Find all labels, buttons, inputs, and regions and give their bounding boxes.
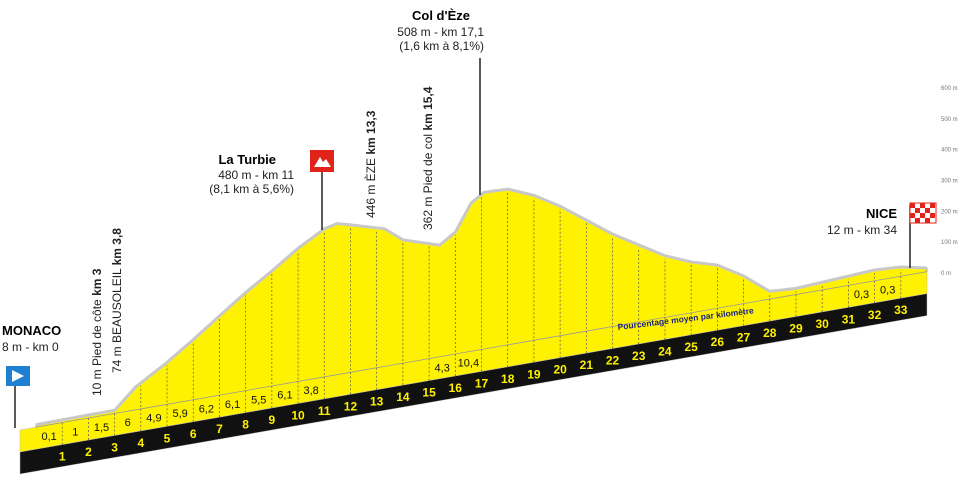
climb-stats: (1,6 km à 8,1%) — [399, 39, 484, 53]
km-label: 19 — [527, 367, 541, 381]
waypoint: 362 m Pied de col km 15,4 — [421, 86, 435, 230]
y-tick-label: 600 m — [941, 86, 958, 92]
gradient-label: 0,3 — [854, 289, 869, 301]
km-label: 21 — [580, 358, 594, 372]
y-tick-label: 100 m — [941, 240, 958, 246]
y-tick-label: 300 m — [941, 179, 958, 185]
km-label: 3 — [111, 440, 118, 454]
km-label: 22 — [606, 354, 620, 368]
km-label: 32 — [868, 308, 882, 322]
waypoint-text: 74 m BEAUSOLEIL — [110, 268, 124, 373]
gradient-label: 4,3 — [435, 362, 450, 374]
start-name: MONACO — [2, 323, 61, 338]
gradient-label: 0,3 — [880, 285, 895, 297]
gradient-label: 4,9 — [146, 413, 161, 425]
y-tick-label: 500 m — [941, 117, 958, 123]
km-label: 26 — [711, 335, 725, 349]
km-label: 33 — [894, 303, 908, 317]
km-label: 16 — [449, 381, 463, 395]
km-label: 10 — [291, 408, 305, 422]
y-tick-label: 400 m — [941, 148, 958, 154]
profile-marks: 1 2 3 4 5 6 7 8 9 10 11 12 13 14 15 16 17 18 19 20 21 22 23 24 2… — [35, 86, 958, 464]
km-label: 6 — [190, 427, 197, 441]
km-label: 8 — [242, 418, 249, 432]
km-label: 30 — [815, 317, 829, 331]
gradient-label: 3,8 — [304, 385, 319, 397]
climb-stats: (8,1 km à 5,6%) — [209, 182, 294, 196]
elevation-edge — [35, 187, 928, 427]
gradient-label: 0,1 — [41, 431, 56, 443]
waypoint-text: 362 m Pied de col — [421, 134, 435, 230]
gradient-label: 10,4 — [458, 358, 479, 370]
km-label: 14 — [396, 390, 410, 404]
km-label: 15 — [422, 386, 436, 400]
gradient-label: 1,5 — [94, 422, 109, 434]
finish-detail: 12 m - km 34 — [827, 223, 897, 237]
waypoint: 74 m BEAUSOLEIL km 3,8 — [110, 228, 124, 373]
km-label: 25 — [684, 340, 698, 354]
km-label: 2 — [85, 445, 92, 459]
gradient-label: 6,1 — [277, 390, 292, 402]
gradient-label: 5,9 — [172, 408, 187, 420]
waypoint-km: km 13,3 — [364, 110, 378, 154]
km-label: 13 — [370, 395, 384, 409]
km-label: 1 — [59, 450, 66, 464]
km-label: 20 — [553, 363, 567, 377]
km-label: 17 — [475, 376, 489, 390]
start-detail: 8 m - km 0 — [2, 340, 59, 354]
climb-name: Col d'Èze — [412, 8, 470, 23]
km-label: 23 — [632, 349, 646, 363]
waypoint: 446 m ÈZE km 13,3 — [363, 110, 378, 218]
y-tick-label: 200 m — [941, 209, 958, 215]
km-label: 24 — [658, 344, 672, 358]
finish-flag-checks — [910, 203, 935, 223]
km-label: 12 — [344, 399, 358, 413]
gradient-label: 6 — [125, 417, 131, 429]
climb-name: La Turbie — [218, 152, 276, 167]
finish-name: NICE — [866, 206, 897, 221]
finish-flag — [909, 202, 937, 224]
waypoint-km: km 3 — [90, 268, 104, 296]
climb-detail: 480 m - km 11 — [218, 168, 294, 182]
km-label: 7 — [216, 422, 223, 436]
km-label: 4 — [137, 436, 144, 450]
km-label: 29 — [789, 322, 803, 336]
gradient-label: 1 — [72, 426, 78, 438]
gradient-label: 6,1 — [225, 399, 240, 411]
gradient-label: 5,5 — [251, 394, 266, 406]
waypoint-km: km 3,8 — [110, 228, 124, 266]
km-label: 11 — [318, 404, 331, 418]
climb-flag-icon — [314, 157, 331, 167]
waypoint-text: 446 m ÈZE — [363, 158, 378, 218]
gradient-label: 6,2 — [199, 403, 214, 415]
km-label: 18 — [501, 372, 515, 386]
y-tick-label: 0 m — [941, 271, 951, 277]
waypoint-km: km 15,4 — [421, 86, 435, 130]
km-label: 9 — [269, 413, 276, 427]
km-label: 27 — [737, 331, 751, 345]
start-flag-icon — [12, 370, 24, 382]
waypoint-text: 10 m Pied de côte — [90, 299, 104, 396]
waypoint: 10 m Pied de côte km 3 — [90, 268, 104, 396]
km-label: 28 — [763, 326, 777, 340]
km-label: 5 — [164, 431, 171, 445]
km-label: 31 — [842, 312, 856, 326]
climb-detail: 508 m - km 17,1 — [397, 25, 484, 39]
km-band — [19, 293, 928, 475]
